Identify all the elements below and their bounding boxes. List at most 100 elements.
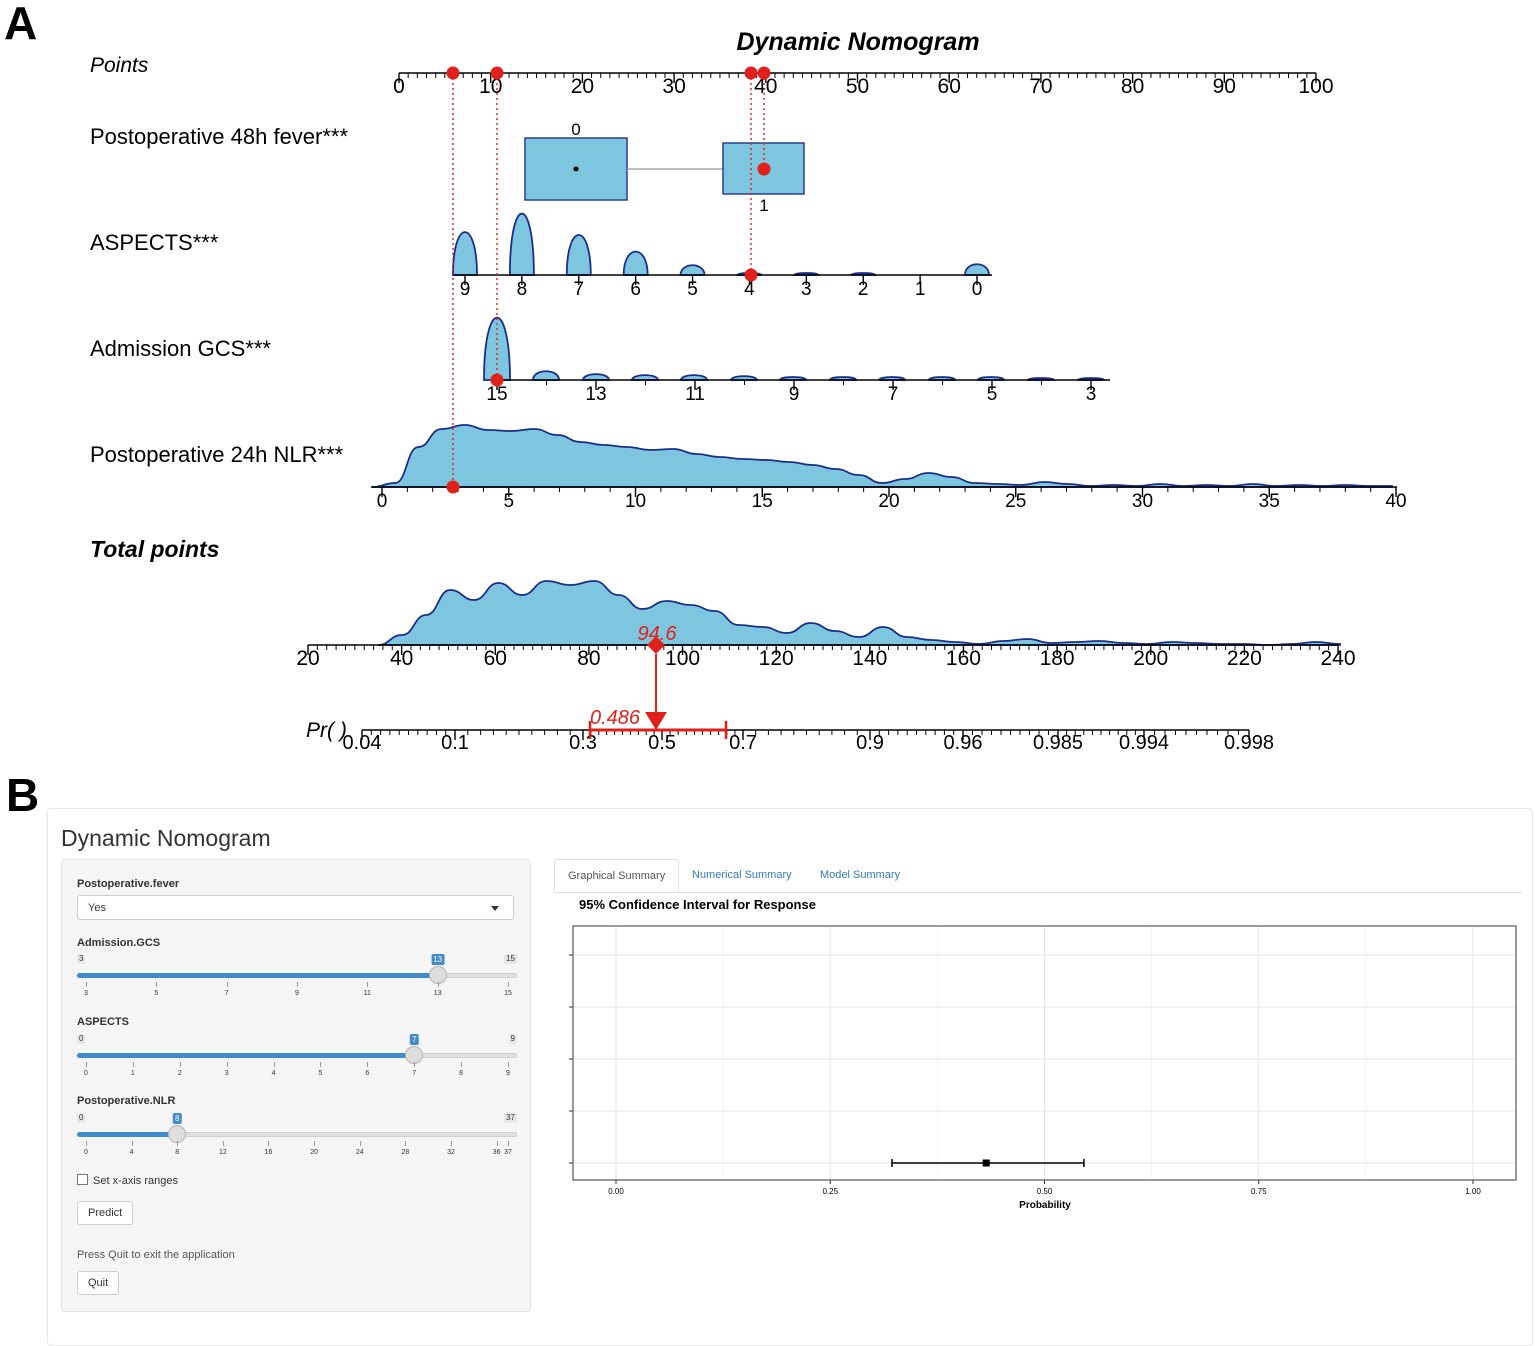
slider-tick-label: 8 [459,1070,464,1077]
total-axis-tick-label: 20 [296,647,319,670]
tab-numerical-summary[interactable]: Numerical Summary [692,869,792,881]
gcs-selected-marker [490,373,504,387]
slider-tick-label: 20 [310,1149,318,1156]
slider-tick-label: 3 [224,1070,229,1077]
points-axis-tick-label: 70 [1029,75,1052,98]
total-value-label: 94.6 [638,623,678,645]
slider-tick-label: 9 [295,990,299,997]
points-row-label: Points [90,54,149,77]
dynamic-nomogram-app: Dynamic Nomogram Postoperative.fever Yes… [47,808,1533,1346]
slider-tick [86,1141,87,1146]
aspects-selected-marker [744,268,758,282]
total-axis-tick-label: 40 [390,647,413,670]
nlr-selected-marker [446,480,460,494]
slider-value-bubble: 13 [431,954,445,965]
points-axis-tick-label: 10 [479,75,502,98]
ci-x-tick-label: 0.00 [608,1187,624,1196]
quit-help-text: Press Quit to exit the application [77,1249,235,1261]
ci-plot-title: 95% Confidence Interval for Response [579,897,816,912]
total-points-axis-ticks: 20 40 60 80 100 120 140 160 180 200 220 240 [296,645,1356,670]
panel-b-letter: B [6,769,40,821]
gcs-density-bump [532,370,560,381]
gcs-axis-tick-label: 15 [486,384,507,405]
gcs-density-bump [582,373,610,381]
slider-fill [77,973,438,978]
slider-tick [414,1062,416,1067]
slider-tick [359,1141,361,1146]
fever-select[interactable]: Yes [77,895,514,920]
tab-bar: Graphical Summary Numerical Summary Mode… [554,859,1522,893]
points-axis-tick-label: 20 [571,75,594,98]
aspects-axis-tick-label: 5 [687,279,698,300]
slider-tick [297,982,298,987]
gcs-axis-tick-label: 13 [585,384,606,405]
aspects-slider[interactable]: 0 9 7 0 1 2 3 4 5 6 7 8 9 [77,1034,517,1088]
prob-tick-label: 0.985 [1033,732,1083,754]
aspects-axis-tick-label: 2 [858,279,869,300]
tab-model-summary[interactable]: Model Summary [820,869,901,881]
predict-button[interactable]: Predict [77,1201,134,1225]
aspects-density-bump [964,263,990,276]
gcs-axis-tick-label: 5 [987,384,998,405]
checkbox-box[interactable] [77,1174,88,1185]
points-axis-tick-label: 30 [662,75,685,98]
slider-tick-label: 11 [363,990,371,997]
fever-selected-marker [757,162,771,176]
nlr-slider[interactable]: 0 37 8 0 4 8 12 16 20 24 28 32 36 37 [77,1113,517,1167]
ci-plot-x-ticks: 0.00 0.25 0.50 0.75 1.00 [608,1180,1481,1196]
app-title: Dynamic Nomogram [61,825,271,851]
set-x-axis-ranges-checkbox[interactable]: Set x-axis ranges [77,1174,178,1187]
prob-tick-label: 0.1 [441,732,469,754]
slider-value-bubble: 7 [409,1034,419,1045]
slider-tick [508,1062,509,1067]
total-axis-tick-label: 240 [1320,647,1355,670]
slider-tick [273,1062,275,1067]
slider-tick-label: 0 [84,1149,88,1156]
nlr-density [371,424,1393,488]
slider-tick-label: 32 [447,1149,455,1156]
slider-min-label: 0 [77,1034,86,1044]
total-axis-tick-label: 200 [1133,647,1168,670]
slider-min-label: 3 [77,954,86,964]
tab-graphical-summary[interactable]: Graphical Summary [554,859,680,892]
nlr-axis-tick-label: 10 [625,491,646,512]
slider-tick-label: 12 [218,1149,227,1156]
prob-tick-label: 0.994 [1119,732,1169,754]
nlr-row-label: Postoperative 24h NLR*** [90,442,344,467]
aspects-axis-tick-label: 8 [517,279,528,300]
slider-max-label: 15 [504,954,517,964]
aspects-density-bump [508,212,535,276]
total-points-label: Total points [90,536,219,562]
slider-tick [405,1141,407,1146]
slider-tick-label: 7 [412,1070,417,1077]
slider-tick-label: 2 [177,1070,182,1077]
points-axis-ticks: 0 10 20 30 40 50 60 70 80 90 100 [393,73,1334,98]
nlr-axis-tick-label: 40 [1385,491,1406,512]
slider-tick [226,1062,228,1067]
slider-tick [177,1141,179,1146]
fever-select-value: Yes [88,902,106,914]
slider-tick [179,1062,181,1067]
ci-x-tick-label: 1.00 [1465,1187,1481,1196]
slider-tick-label: 5 [318,1070,323,1077]
slider-tick [132,1062,134,1067]
points-axis-tick-label: 60 [938,75,961,98]
points-marker-fever [757,66,771,80]
chevron-down-icon [491,906,499,911]
gcs-axis-ticks: 15 13 11 9 7 5 3 [486,380,1096,405]
aspects-axis-tick-label: 0 [972,279,983,300]
slider-tick [508,982,509,987]
gcs-axis-tick-label: 3 [1086,384,1097,405]
ci-x-tick-label: 0.75 [1251,1187,1267,1196]
prob-tick-label: 0.5 [648,732,676,754]
gcs-slider[interactable]: 3 15 13 3 5 7 9 11 13 15 [77,954,517,1008]
prob-tick-label: 0.96 [944,732,983,754]
nomogram-title: Dynamic Nomogram [736,28,979,56]
pr-label: Pr( ) [306,719,347,742]
quit-button[interactable]: Quit [77,1271,120,1295]
prob-tick-label: 0.3 [569,732,597,754]
slider-tick-label: 24 [355,1149,364,1156]
slider-tick-label: 7 [224,990,229,997]
slider-tick-label: 16 [264,1149,273,1156]
gcs-density [483,316,1105,381]
